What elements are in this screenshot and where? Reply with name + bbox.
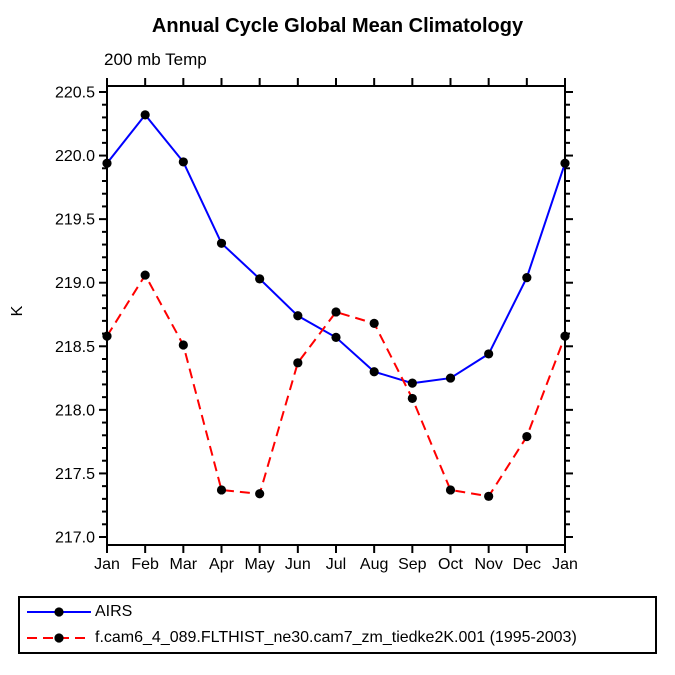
data-point-marker: [369, 367, 379, 377]
x-tick-label: Apr: [209, 556, 235, 573]
legend-label-airs: AIRS: [95, 603, 133, 620]
legend: AIRS f.cam6_4_089.FLTHIST_ne30.cam7_zm_t…: [18, 596, 657, 654]
legend-line-sample-solid-icon: [27, 607, 91, 617]
x-tick-label: Jan: [94, 556, 120, 573]
y-tick-label: 220.5: [55, 85, 95, 102]
data-point-marker: [560, 331, 570, 341]
data-point-marker: [216, 238, 227, 248]
plot-area: 217.0 217.5 218.0 218.5 219.0 219.5 220.0 220.5…: [55, 78, 578, 573]
data-point-marker: [560, 158, 570, 168]
data-point-marker: [140, 110, 150, 120]
x-tick-label: May: [245, 556, 275, 573]
data-point-marker: [522, 273, 532, 283]
data-point-marker: [102, 158, 112, 168]
y-tick-label: 218.0: [55, 402, 95, 419]
y-tick-label: 217.0: [55, 530, 95, 547]
x-tick-label: Feb: [131, 556, 159, 573]
y-tick-label: 217.5: [55, 466, 95, 483]
data-point-marker: [331, 332, 341, 342]
x-tick-label: Mar: [170, 556, 198, 573]
x-tick-label: Oct: [438, 556, 463, 573]
data-point-marker: [522, 431, 532, 442]
x-tick-label: Jun: [285, 556, 311, 573]
data-point-marker: [484, 349, 494, 359]
data-point-marker: [407, 393, 417, 404]
data-point-marker: [255, 274, 265, 284]
x-tick-label: Aug: [360, 556, 388, 573]
data-point-marker: [140, 270, 150, 280]
data-point-marker: [331, 307, 341, 317]
x-tick-label: Jul: [326, 556, 346, 573]
data-point-marker: [178, 340, 188, 350]
y-tick-label: 220.0: [55, 148, 95, 165]
chart-subtitle: 200 mb Temp: [104, 50, 207, 69]
y-tick-label: 219.5: [55, 212, 95, 229]
x-tick-label: Jan: [552, 556, 578, 573]
data-point-marker: [102, 331, 112, 341]
data-point-marker: [484, 491, 494, 501]
legend-label-model: f.cam6_4_089.FLTHIST_ne30.cam7_zm_tiedke…: [95, 629, 577, 646]
series-line-0: [106, 113, 566, 385]
data-point-marker: [445, 373, 456, 383]
data-point-marker: [293, 358, 303, 368]
legend-item-airs: AIRS: [24, 601, 655, 624]
y-tick-label: 219.0: [55, 275, 95, 292]
data-point-marker: [216, 485, 227, 495]
data-point-marker: [293, 311, 303, 321]
data-point-marker: [255, 489, 265, 499]
legend-line-sample-dashed-icon: [27, 633, 91, 643]
chart-title: Annual Cycle Global Mean Climatology: [151, 15, 524, 37]
data-point-marker: [445, 485, 456, 495]
legend-item-model: f.cam6_4_089.FLTHIST_ne30.cam7_zm_tiedke…: [24, 627, 655, 650]
x-tick-label: Dec: [513, 556, 541, 573]
data-point-marker: [369, 318, 379, 328]
data-point-marker: [178, 157, 188, 167]
data-point-marker: [407, 378, 417, 388]
x-tick-label: Sep: [398, 556, 427, 573]
y-tick-label: 218.5: [55, 339, 95, 356]
x-tick-label: Nov: [474, 556, 502, 573]
